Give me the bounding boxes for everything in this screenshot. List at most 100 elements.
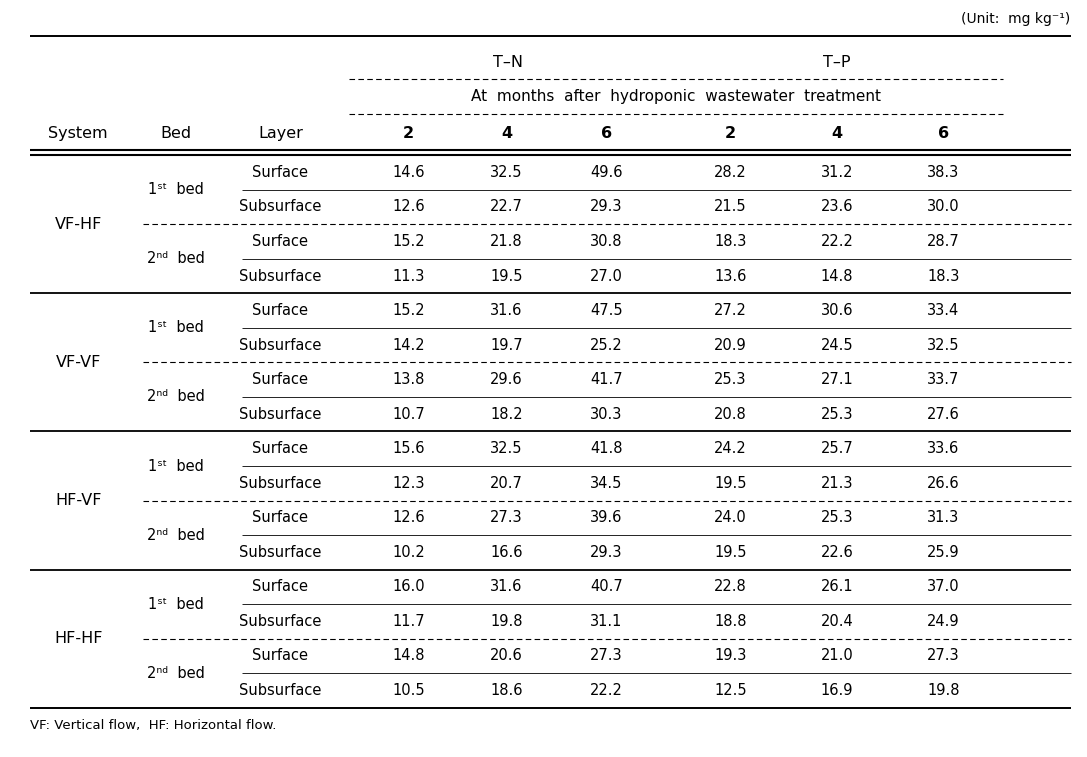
Text: 2ⁿᵈ  bed: 2ⁿᵈ bed [147, 389, 205, 404]
Text: Subsurface: Subsurface [239, 545, 322, 560]
Text: 30.8: 30.8 [590, 234, 623, 249]
Text: VF-HF: VF-HF [54, 217, 102, 232]
Text: 33.4: 33.4 [927, 303, 960, 318]
Text: 2ⁿᵈ  bed: 2ⁿᵈ bed [147, 251, 205, 266]
Text: 37.0: 37.0 [927, 579, 960, 594]
Text: 25.2: 25.2 [590, 338, 623, 353]
Text: 15.6: 15.6 [392, 441, 425, 456]
Text: 41.8: 41.8 [590, 441, 623, 456]
Text: 21.8: 21.8 [490, 234, 523, 249]
Text: Subsurface: Subsurface [239, 269, 322, 284]
Text: 33.7: 33.7 [927, 372, 960, 387]
Text: 14.8: 14.8 [821, 269, 853, 284]
Text: VF-VF: VF-VF [55, 355, 101, 370]
Text: 31.1: 31.1 [590, 614, 623, 629]
Text: 40.7: 40.7 [590, 579, 623, 594]
Text: 1ˢᵗ  bed: 1ˢᵗ bed [148, 320, 204, 335]
Text: 28.2: 28.2 [714, 165, 747, 180]
Text: Surface: Surface [252, 510, 309, 525]
Text: 11.7: 11.7 [392, 614, 425, 629]
Text: 27.3: 27.3 [927, 649, 960, 663]
Text: 29.3: 29.3 [590, 545, 623, 560]
Text: 27.2: 27.2 [714, 303, 747, 318]
Text: HF-HF: HF-HF [54, 631, 102, 646]
Text: Subsurface: Subsurface [239, 200, 322, 214]
Text: HF-VF: HF-VF [55, 493, 101, 508]
Text: 13.6: 13.6 [714, 269, 747, 284]
Text: 2: 2 [725, 126, 736, 141]
Text: 25.7: 25.7 [821, 441, 853, 456]
Text: 28.7: 28.7 [927, 234, 960, 249]
Text: Surface: Surface [252, 649, 309, 663]
Text: Subsurface: Subsurface [239, 614, 322, 629]
Text: Subsurface: Subsurface [239, 338, 322, 353]
Text: 19.3: 19.3 [714, 649, 747, 663]
Text: 30.3: 30.3 [590, 407, 623, 422]
Text: Surface: Surface [252, 372, 309, 387]
Text: 22.8: 22.8 [714, 579, 747, 594]
Text: 20.4: 20.4 [821, 614, 853, 629]
Text: 11.3: 11.3 [392, 269, 425, 284]
Text: 10.2: 10.2 [392, 545, 425, 560]
Text: VF: Vertical flow,  HF: Horizontal flow.: VF: Vertical flow, HF: Horizontal flow. [30, 719, 277, 732]
Text: 21.5: 21.5 [714, 200, 747, 214]
Text: 20.6: 20.6 [490, 649, 523, 663]
Text: 18.8: 18.8 [714, 614, 747, 629]
Text: 12.6: 12.6 [392, 200, 425, 214]
Text: 27.3: 27.3 [490, 510, 523, 525]
Text: 14.6: 14.6 [392, 165, 425, 180]
Text: T–N: T–N [492, 55, 523, 70]
Text: Bed: Bed [161, 126, 191, 141]
Text: 27.6: 27.6 [927, 407, 960, 422]
Text: 12.6: 12.6 [392, 510, 425, 525]
Text: 18.2: 18.2 [490, 407, 523, 422]
Text: 19.8: 19.8 [927, 683, 960, 698]
Text: 15.2: 15.2 [392, 303, 425, 318]
Text: 12.5: 12.5 [714, 683, 747, 698]
Text: 10.7: 10.7 [392, 407, 425, 422]
Text: 24.2: 24.2 [714, 441, 747, 456]
Text: 30.6: 30.6 [821, 303, 853, 318]
Text: 18.6: 18.6 [490, 683, 523, 698]
Text: 16.9: 16.9 [821, 683, 853, 698]
Text: 31.6: 31.6 [490, 579, 523, 594]
Text: 18.3: 18.3 [927, 269, 960, 284]
Text: T–P: T–P [823, 55, 851, 70]
Text: 19.5: 19.5 [714, 476, 747, 491]
Text: 21.3: 21.3 [821, 476, 853, 491]
Text: 47.5: 47.5 [590, 303, 623, 318]
Text: 39.6: 39.6 [590, 510, 623, 525]
Text: 1ˢᵗ  bed: 1ˢᵗ bed [148, 182, 204, 198]
Text: 27.3: 27.3 [590, 649, 623, 663]
Text: 32.5: 32.5 [490, 165, 523, 180]
Text: 22.6: 22.6 [821, 545, 853, 560]
Text: 2: 2 [403, 126, 414, 141]
Text: 1ˢᵗ  bed: 1ˢᵗ bed [148, 597, 204, 612]
Text: 26.1: 26.1 [821, 579, 853, 594]
Text: 2ⁿᵈ  bed: 2ⁿᵈ bed [147, 665, 205, 681]
Text: Surface: Surface [252, 234, 309, 249]
Text: 25.3: 25.3 [821, 407, 853, 422]
Text: Subsurface: Subsurface [239, 476, 322, 491]
Text: 14.8: 14.8 [392, 649, 425, 663]
Text: 19.5: 19.5 [714, 545, 747, 560]
Text: 24.0: 24.0 [714, 510, 747, 525]
Text: 19.5: 19.5 [490, 269, 523, 284]
Text: 1ˢᵗ  bed: 1ˢᵗ bed [148, 459, 204, 474]
Text: 49.6: 49.6 [590, 165, 623, 180]
Text: System: System [49, 126, 108, 141]
Text: 41.7: 41.7 [590, 372, 623, 387]
Text: 25.3: 25.3 [821, 510, 853, 525]
Text: 20.9: 20.9 [714, 338, 747, 353]
Text: 31.2: 31.2 [821, 165, 853, 180]
Text: 19.7: 19.7 [490, 338, 523, 353]
Text: 2ⁿᵈ  bed: 2ⁿᵈ bed [147, 528, 205, 543]
Text: 27.0: 27.0 [590, 269, 623, 284]
Text: 27.1: 27.1 [821, 372, 853, 387]
Text: 30.0: 30.0 [927, 200, 960, 214]
Text: 21.0: 21.0 [821, 649, 853, 663]
Text: 23.6: 23.6 [821, 200, 853, 214]
Text: 4: 4 [832, 126, 842, 141]
Text: Surface: Surface [252, 441, 309, 456]
Text: 20.8: 20.8 [714, 407, 747, 422]
